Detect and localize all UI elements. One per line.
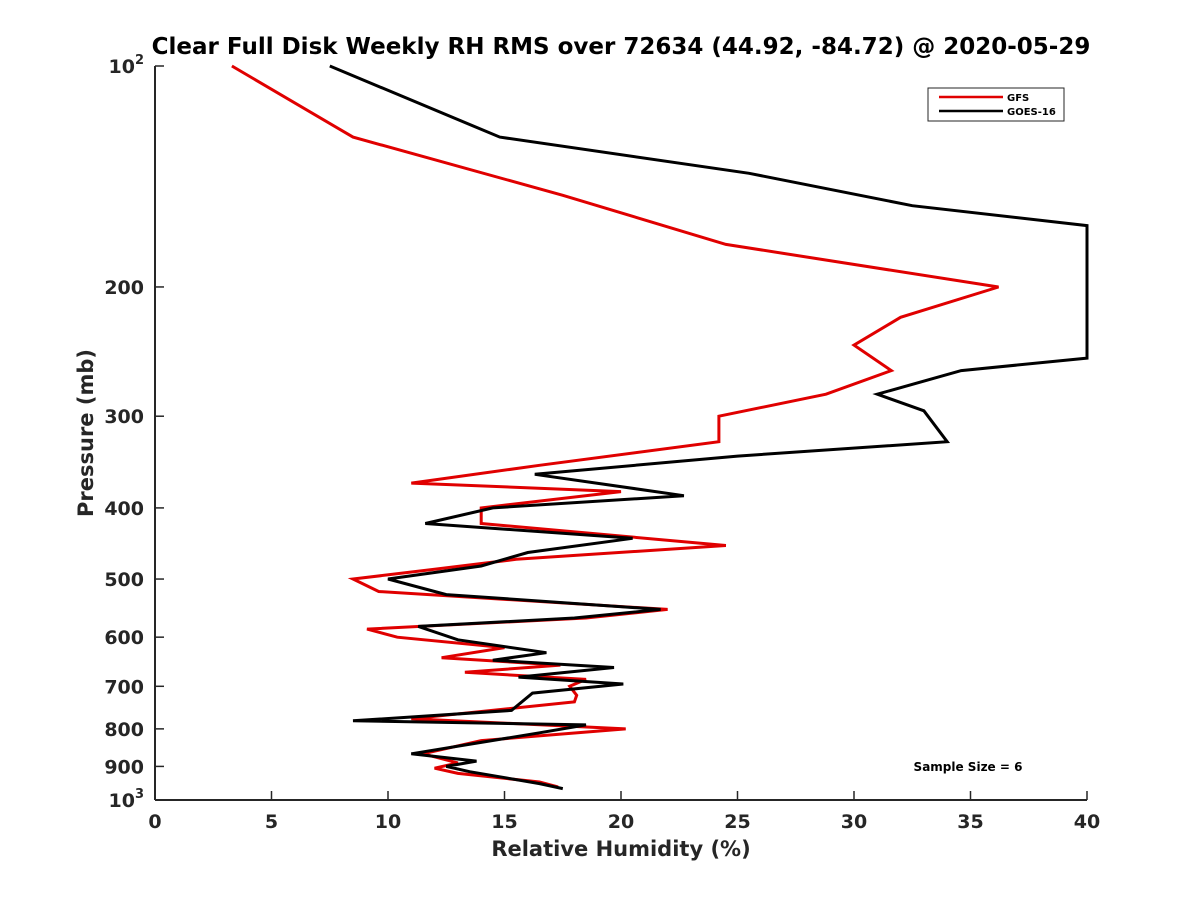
- x-axis-label: Relative Humidity (%): [491, 837, 750, 861]
- y-tick-label: 400: [104, 498, 144, 520]
- legend: GFS GOES-16: [927, 87, 1065, 122]
- x-tick-label: 25: [724, 811, 750, 833]
- y-tick-label: 600: [104, 627, 144, 649]
- y-tick-label: 200: [104, 277, 144, 299]
- y-tick-label: 102: [109, 53, 145, 78]
- y-ticks: 102 200 300 400 500 600 700 800 900 103: [104, 53, 164, 812]
- y-tick-label: 103: [109, 787, 145, 812]
- y-tick-label: 700: [104, 676, 144, 698]
- legend-label-goes16: GOES-16: [1007, 107, 1056, 118]
- legend-label-gfs: GFS: [1007, 93, 1029, 104]
- x-tick-label: 20: [608, 811, 634, 833]
- sample-size-annotation: Sample Size = 6: [914, 760, 1023, 774]
- x-tick-label: 40: [1074, 811, 1100, 833]
- x-tick-label: 0: [148, 811, 161, 833]
- x-ticks: 0 5 10 15 20 25 30 35 40: [148, 791, 1100, 833]
- y-axis-label: Pressure (mb): [74, 349, 98, 517]
- x-tick-label: 5: [265, 811, 278, 833]
- x-tick-label: 30: [841, 811, 867, 833]
- x-tick-label: 35: [957, 811, 983, 833]
- series-layer: [231, 64, 1089, 791]
- series-line-goes-16: [329, 64, 1089, 791]
- y-tick-label: 500: [104, 569, 144, 591]
- y-tick-label: 900: [104, 756, 144, 778]
- y-tick-label: 800: [104, 719, 144, 741]
- legend-box: [927, 87, 1065, 122]
- chart-title: Clear Full Disk Weekly RH RMS over 72634…: [152, 34, 1091, 60]
- x-tick-label: 10: [375, 811, 401, 833]
- y-tick-label: 300: [104, 406, 144, 428]
- x-tick-label: 15: [491, 811, 517, 833]
